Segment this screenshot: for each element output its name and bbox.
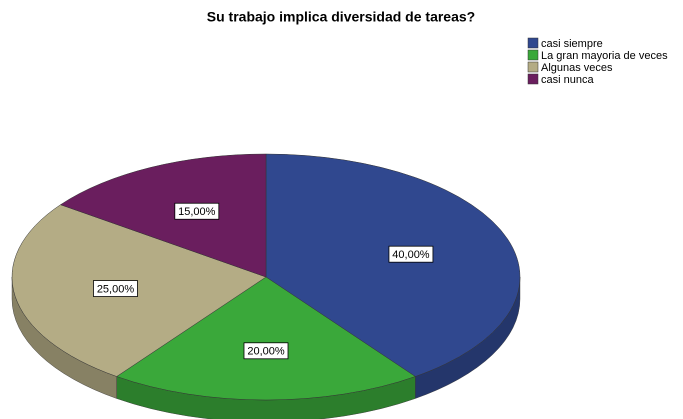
pie-slice xyxy=(11,204,267,377)
chart-title: Su trabajo implica diversidad de tareas? xyxy=(207,9,475,25)
legend-label: Algunas veces xyxy=(541,62,613,74)
legend-label: casi nunca xyxy=(541,74,594,86)
data-label: 20,00% xyxy=(247,346,285,358)
label-box xyxy=(93,280,138,297)
legend-swatch xyxy=(527,61,539,73)
label-box xyxy=(243,342,289,360)
legend-swatch xyxy=(527,49,539,61)
pie-slice xyxy=(265,153,521,377)
legend-label: casi siempre xyxy=(541,38,603,50)
legend-swatch xyxy=(527,73,539,85)
data-label: 25,00% xyxy=(97,283,135,295)
legend-swatch xyxy=(527,37,539,49)
label-box xyxy=(388,245,434,263)
data-label: 15,00% xyxy=(178,206,216,218)
data-label: 40,00% xyxy=(392,249,430,261)
pie-slice xyxy=(116,276,416,401)
label-box xyxy=(174,202,220,220)
legend-label: La gran mayoria de veces xyxy=(541,50,668,62)
pie-slice xyxy=(59,153,267,278)
